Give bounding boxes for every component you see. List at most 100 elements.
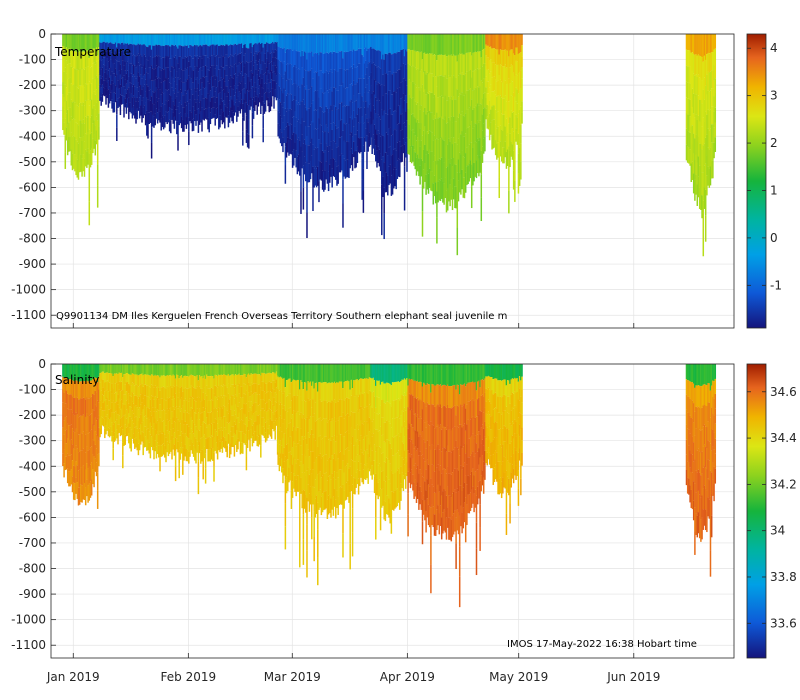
profile-cell bbox=[210, 108, 213, 119]
profile-cell bbox=[468, 52, 471, 71]
profile-cell bbox=[277, 123, 279, 137]
profile-cell bbox=[377, 66, 379, 83]
profile-cell bbox=[214, 45, 216, 57]
profile-cell bbox=[370, 59, 372, 73]
profile-cell bbox=[208, 364, 210, 377]
profile-cell bbox=[701, 80, 703, 104]
profile-cell bbox=[350, 34, 353, 51]
profile-cell bbox=[284, 364, 287, 388]
profile-cell bbox=[198, 442, 201, 454]
profile-cell bbox=[520, 161, 522, 180]
profile-cell bbox=[183, 412, 185, 425]
profile-cell bbox=[462, 115, 465, 137]
profile-cell bbox=[297, 364, 300, 380]
profile-cell bbox=[339, 103, 342, 121]
profile-cell bbox=[156, 386, 159, 398]
profile-cell bbox=[401, 65, 403, 82]
profile-cell bbox=[94, 79, 97, 95]
profile-cell bbox=[185, 364, 188, 377]
profile-cell bbox=[296, 411, 299, 428]
profile-cell bbox=[473, 144, 475, 163]
profile-cell bbox=[311, 155, 313, 174]
profile-cell bbox=[263, 43, 266, 54]
profile-cell bbox=[249, 52, 251, 63]
profile-cell bbox=[295, 397, 297, 414]
profile-cell bbox=[96, 418, 99, 437]
profile-cell bbox=[431, 53, 433, 74]
profile-cell bbox=[64, 443, 67, 457]
profile-cell bbox=[155, 65, 158, 77]
profile-cell bbox=[114, 34, 117, 43]
profile-cell bbox=[130, 374, 132, 386]
profile-cell bbox=[368, 48, 371, 63]
profile-cell bbox=[81, 34, 83, 52]
profile-cell bbox=[516, 89, 518, 104]
profile-cell bbox=[136, 65, 138, 77]
profile-cell bbox=[470, 34, 473, 56]
profile-cell bbox=[77, 417, 80, 435]
profile-cell bbox=[174, 364, 177, 379]
profile-cell bbox=[132, 84, 135, 96]
profile-cell bbox=[87, 34, 89, 51]
profile-cell bbox=[706, 175, 708, 196]
profile-cell bbox=[112, 388, 114, 401]
profile-cell bbox=[164, 375, 166, 388]
profile-cell bbox=[131, 392, 134, 402]
profile-cell bbox=[436, 86, 438, 113]
profile-cell bbox=[445, 123, 448, 146]
profile-cell bbox=[134, 364, 136, 375]
profile-cell bbox=[274, 411, 276, 421]
profile-cell bbox=[296, 395, 299, 412]
profile-cell bbox=[240, 431, 243, 443]
profile-cell bbox=[80, 415, 82, 433]
profile-cell bbox=[436, 164, 438, 192]
profile-cell bbox=[116, 74, 118, 88]
profile-cell bbox=[297, 411, 300, 428]
profile-cell bbox=[689, 116, 691, 133]
profile-cell bbox=[283, 74, 285, 89]
profile-cell bbox=[75, 157, 77, 176]
profile-cell bbox=[338, 155, 341, 173]
profile-cell bbox=[325, 161, 327, 180]
profile-cell bbox=[695, 134, 697, 155]
profile-cell bbox=[349, 34, 351, 51]
profile-cell bbox=[112, 424, 114, 437]
profile-cell bbox=[301, 151, 303, 169]
profile-cell bbox=[345, 87, 348, 106]
profile-cell bbox=[164, 104, 166, 116]
profile-cell bbox=[431, 151, 433, 172]
profile-cell bbox=[692, 173, 695, 194]
profile-cell bbox=[136, 44, 138, 56]
profile-cell bbox=[201, 82, 203, 95]
profile-cell bbox=[218, 374, 220, 386]
profile-cell bbox=[449, 120, 451, 142]
profile-cell bbox=[500, 81, 503, 98]
profile-cell bbox=[234, 73, 237, 84]
profile-cell bbox=[78, 120, 81, 138]
profile-cell bbox=[201, 70, 203, 83]
profile-cell bbox=[317, 147, 319, 167]
profile-cell bbox=[446, 166, 449, 189]
profile-cell bbox=[481, 66, 484, 83]
profile-cell bbox=[102, 87, 105, 96]
profile-cell bbox=[290, 436, 293, 455]
profile-cell bbox=[135, 101, 137, 113]
profile-cell bbox=[320, 52, 323, 71]
profile-cell bbox=[520, 124, 522, 144]
profile-cell bbox=[119, 94, 122, 105]
profile-cell bbox=[505, 101, 508, 119]
profile-cell bbox=[227, 103, 230, 116]
profile-cell bbox=[426, 34, 429, 54]
profile-cell bbox=[279, 47, 282, 62]
profile-cell bbox=[114, 411, 117, 422]
profile-cell bbox=[160, 422, 162, 434]
profile-cell bbox=[180, 397, 183, 409]
profile-cell bbox=[277, 59, 279, 73]
profile-cell bbox=[237, 417, 239, 428]
profile-cell bbox=[491, 135, 493, 150]
profile-cell bbox=[172, 67, 174, 79]
profile-cell bbox=[68, 78, 70, 93]
profile-cell bbox=[101, 371, 104, 380]
profile-cell bbox=[454, 121, 456, 143]
